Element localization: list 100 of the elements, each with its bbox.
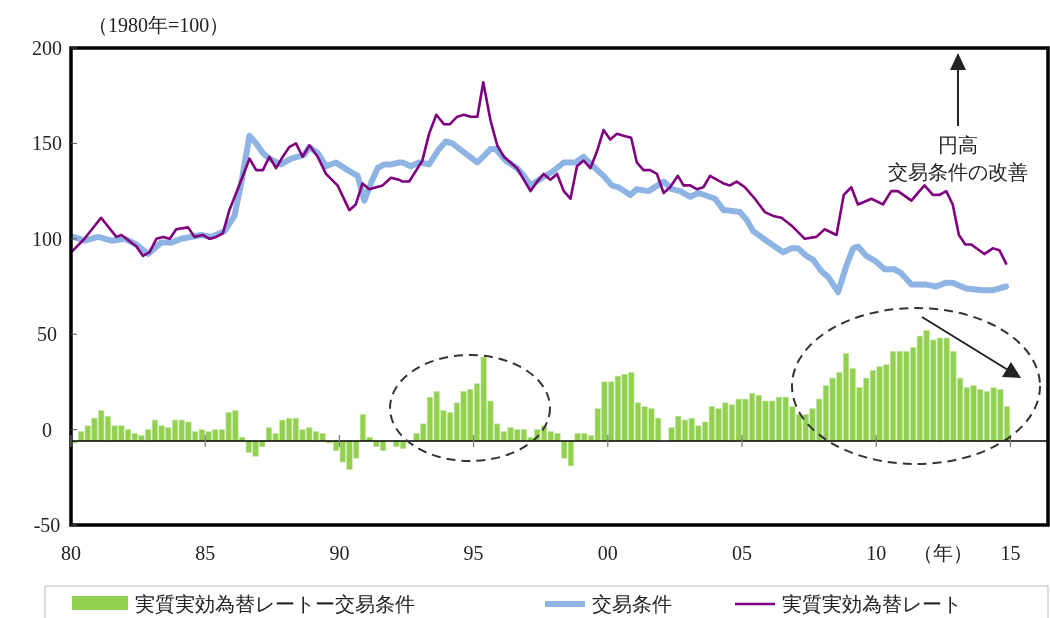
bar [715,408,722,442]
bar [957,377,964,442]
bar [487,400,494,442]
bar [749,393,756,442]
bar [178,419,185,442]
bar [426,396,434,442]
bar [963,387,970,442]
bar [896,351,903,442]
bar [447,412,454,442]
annotation: 円高 [938,134,978,156]
bar [702,421,709,442]
bar [594,408,601,442]
bar [453,402,460,442]
bar [641,406,648,442]
bar [621,373,628,442]
bar [762,400,769,442]
bar [353,440,360,459]
bar [634,402,642,442]
legend-label: 実質実効為替レートー交易条件 [135,593,415,615]
bar [567,440,574,467]
bar [608,381,615,442]
bar [950,351,957,442]
bar [111,425,118,442]
bar [225,412,232,442]
legend-label: 実質実効為替レート [782,593,962,615]
x-tick-label: 90 [329,542,350,564]
bar [494,423,501,442]
bar [232,410,239,442]
bar [648,408,655,442]
y-tick-label: 100 [32,227,62,250]
x-tick-label: 15 [1000,542,1021,564]
legend-label: 交易条件 [592,593,672,615]
bar [299,429,306,442]
bar [359,414,366,442]
bar [212,429,219,442]
bar [480,356,487,442]
x-tick-label: 85 [195,542,216,564]
y-tick-label: -50 [33,514,61,536]
bar [983,391,990,442]
bar [883,364,890,442]
bar [923,330,930,442]
bar [856,387,863,442]
y-tick-label: 0 [42,418,52,441]
bar [467,389,474,442]
bar [789,406,796,442]
bar [306,427,313,442]
bar [943,337,950,442]
bar [889,351,897,442]
bar [440,410,447,442]
bar [420,423,427,442]
bar [782,396,789,442]
bar [742,398,749,442]
bar [98,410,105,442]
x-tick-label: 05 [732,542,753,564]
bar [165,427,172,442]
x-tick-label: 10 [866,542,887,564]
bar [279,419,286,442]
bar [863,377,870,442]
bar [84,425,91,442]
bar [655,417,662,442]
bar [990,387,997,442]
bar [977,389,984,442]
bar [1004,406,1011,442]
x-tick-label: 00 [597,542,618,564]
bar [849,368,856,442]
bar [252,440,259,457]
bar [876,366,883,442]
bar [218,429,226,442]
bar [514,429,521,442]
bar [910,347,917,442]
bar [561,440,568,459]
bar [869,370,876,442]
bar [775,396,782,442]
bar [769,400,776,442]
bar [829,377,836,442]
bar [158,425,165,442]
bar [809,408,816,442]
bar [198,429,205,442]
bar [124,429,132,442]
bar [171,419,179,442]
bar [708,406,715,442]
bar [245,440,252,453]
bar [822,385,829,442]
bar [728,404,735,442]
bar [520,429,527,442]
x-tick-label: 80 [61,542,81,564]
bar [842,352,850,442]
bar [816,398,823,442]
bar [668,427,675,442]
bar [614,375,621,442]
bar [265,427,272,442]
bar [104,415,111,442]
bar [735,398,742,442]
bar [339,440,346,463]
bar [997,389,1004,442]
bar [151,419,158,442]
y-tick-label: 150 [32,132,62,155]
bar [695,425,702,442]
bar [628,372,635,442]
y-axis-title: （1980年=100） [88,14,230,36]
